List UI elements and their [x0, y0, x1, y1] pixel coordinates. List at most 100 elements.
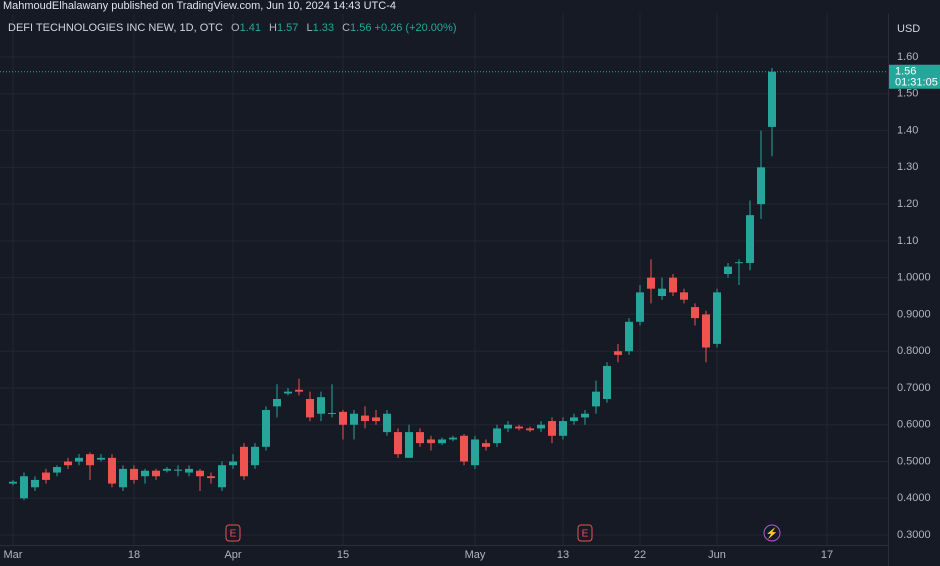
- candle-body: [108, 457, 116, 484]
- candle-body: [592, 391, 600, 407]
- x-tick-label: 22: [634, 549, 646, 561]
- candle-body: [427, 439, 435, 444]
- x-tick-label: 17: [821, 549, 833, 561]
- candle-body: [196, 470, 204, 477]
- candle-body: [229, 461, 237, 466]
- candle-body: [482, 443, 490, 447]
- dividend-marker: [763, 524, 781, 542]
- candle-body: [284, 391, 292, 394]
- candle-body: [570, 417, 578, 422]
- change-label: +0.26 (+20.00%): [374, 22, 457, 34]
- candle-body: [9, 481, 17, 484]
- candle-body: [75, 457, 83, 462]
- candle-body: [97, 457, 105, 460]
- candle-body: [295, 389, 303, 392]
- x-tick-label: Jun: [708, 549, 726, 561]
- y-tick-label: 1.40: [897, 124, 918, 136]
- candle-body: [361, 415, 369, 422]
- candle-body: [130, 468, 138, 480]
- candle-body: [603, 365, 611, 400]
- y-tick-label: 1.20: [897, 198, 918, 210]
- candle-body: [317, 397, 325, 414]
- candle-body: [328, 412, 336, 414]
- candle-body: [394, 432, 402, 455]
- legend-value: 1.57: [277, 22, 299, 34]
- candle-body: [20, 476, 28, 499]
- y-tick-label: 1.30: [897, 161, 918, 173]
- candle-body: [207, 476, 215, 479]
- x-tick-label: Mar: [4, 549, 23, 561]
- publisher-header: MahmoudElhalawany published on TradingVi…: [3, 0, 396, 12]
- currency: USD: [897, 23, 920, 35]
- candle-body: [757, 167, 765, 205]
- legend: DEFI TECHNOLOGIES INC NEW, 1D, OTC O1.41…: [8, 22, 456, 34]
- candle-body: [636, 292, 644, 322]
- candle-body: [581, 413, 589, 418]
- candle-body: [405, 432, 413, 458]
- legend-value: 1.41: [239, 22, 261, 34]
- event-label: ⚡: [766, 527, 778, 540]
- candle-body: [339, 411, 347, 425]
- symbol-title: DEFI TECHNOLOGIES INC NEW, 1D, OTC: [8, 22, 223, 34]
- candle-body: [647, 277, 655, 289]
- y-tick-label: 0.6000: [897, 419, 931, 431]
- last-price-box: [889, 64, 940, 89]
- candle-body: [53, 467, 61, 473]
- candle-body: [42, 472, 50, 480]
- candle-body: [350, 413, 358, 425]
- candle-body: [64, 461, 72, 466]
- event-label: E: [582, 529, 589, 540]
- y-tick-label: 0.8000: [897, 345, 931, 357]
- candle-body: [163, 468, 171, 471]
- event-label: E: [230, 529, 237, 540]
- candle-body: [702, 314, 710, 348]
- candle-body: [669, 277, 677, 293]
- candle-body: [537, 424, 545, 429]
- last-price-label: 1.56: [895, 66, 916, 78]
- candle-body: [625, 321, 633, 352]
- candle-body: [306, 399, 314, 418]
- x-tick-label: May: [465, 549, 486, 561]
- y-tick-label: 0.5000: [897, 455, 931, 467]
- earnings-marker: [577, 524, 593, 542]
- candle-body: [515, 426, 523, 429]
- candle-body: [174, 469, 182, 471]
- candle-body: [559, 421, 567, 436]
- candle-body: [86, 454, 94, 466]
- candle-body: [614, 351, 622, 355]
- y-tick-label: 0.4000: [897, 492, 931, 504]
- candle-body: [460, 435, 468, 462]
- grid: [0, 14, 888, 545]
- candle-body: [218, 465, 226, 488]
- candle-body: [680, 292, 688, 300]
- x-tick-label: 18: [128, 549, 140, 561]
- candle-body: [493, 428, 501, 444]
- candle-body: [471, 439, 479, 466]
- currency-box: [889, 18, 939, 40]
- candle-body: [141, 470, 149, 477]
- candle-body: [526, 428, 534, 431]
- candle-body: [273, 399, 281, 407]
- y-tick-label: 1.50: [897, 88, 918, 100]
- candle-body: [691, 307, 699, 319]
- candle-body: [262, 410, 270, 447]
- legend-value: 1.56: [350, 22, 372, 34]
- legend-key: O: [231, 22, 240, 34]
- x-tick-label: 15: [337, 549, 349, 561]
- x-tick-label: Apr: [224, 549, 241, 561]
- y-tick-label: 0.7000: [897, 382, 931, 394]
- y-tick-label: 0.9000: [897, 308, 931, 320]
- candle-body: [504, 424, 512, 429]
- candle-body: [548, 421, 556, 436]
- candle-body: [251, 446, 259, 466]
- y-tick-label: 1.60: [897, 51, 918, 63]
- candle-body: [416, 432, 424, 444]
- candle-body: [383, 413, 391, 433]
- x-tick-label: 13: [557, 549, 569, 561]
- candle-body: [438, 439, 446, 444]
- candle-body: [185, 468, 193, 473]
- legend-key: H: [269, 22, 277, 34]
- candle-body: [31, 479, 39, 488]
- candle-body: [724, 266, 732, 274]
